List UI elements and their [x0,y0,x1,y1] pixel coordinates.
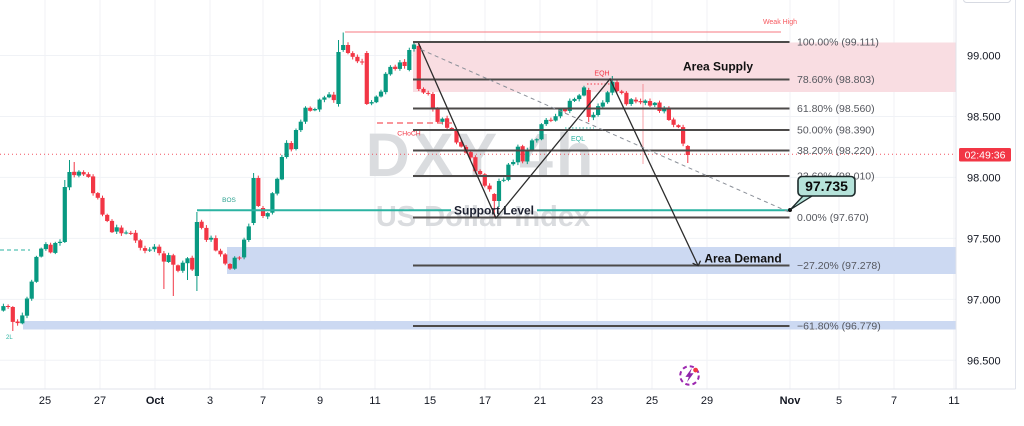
svg-text:3: 3 [207,395,213,407]
svg-text:98.000: 98.000 [967,172,1001,184]
svg-text:25: 25 [39,395,51,407]
svg-text:78.60% (98.803): 78.60% (98.803) [797,74,875,86]
svg-text:29: 29 [701,395,713,407]
svg-text:Weak High: Weak High [763,19,797,26]
svg-text:7: 7 [260,395,266,407]
svg-text:−27.20% (97.278): −27.20% (97.278) [797,260,881,272]
svg-text:50.00% (98.390): 50.00% (98.390) [797,125,875,137]
svg-text:11: 11 [369,395,380,407]
svg-text:−61.80% (96.779): −61.80% (96.779) [797,321,881,333]
svg-text:CHoCH: CHoCH [397,131,421,138]
svg-text:97.000: 97.000 [967,294,1001,306]
svg-text:0.00% (97.670): 0.00% (97.670) [797,212,869,224]
svg-text:EQH: EQH [594,71,609,78]
svg-text:Nov: Nov [780,395,802,407]
svg-text:61.80% (98.560): 61.80% (98.560) [797,103,875,115]
svg-text:DXY 4h: DXY 4h [366,121,596,189]
svg-text:97.735: 97.735 [805,178,848,194]
svg-text:2L: 2L [6,335,13,341]
svg-text:96.500: 96.500 [967,355,1001,367]
svg-text:Oct: Oct [146,395,165,407]
svg-text:23: 23 [591,395,603,407]
svg-text:11: 11 [948,395,959,407]
svg-text:15: 15 [424,395,436,407]
svg-text:7: 7 [891,395,897,407]
svg-text:99.000: 99.000 [967,51,1001,63]
svg-text:Area Supply: Area Supply [683,60,753,74]
svg-text:BOS: BOS [222,197,236,204]
svg-text:21: 21 [534,395,546,407]
svg-text:EQL: EQL [571,136,585,143]
svg-text:5: 5 [836,395,842,407]
svg-text:9: 9 [317,395,323,407]
svg-text:38.20% (98.220): 38.20% (98.220) [797,145,875,157]
svg-text:98.500: 98.500 [967,112,1001,124]
svg-text:17: 17 [479,395,491,407]
svg-text:Support Level: Support Level [454,204,534,218]
svg-text:27: 27 [94,395,106,407]
svg-text:97.500: 97.500 [967,233,1001,245]
svg-text:25: 25 [646,395,658,407]
svg-text:100.00% (99.111): 100.00% (99.111) [797,37,879,49]
svg-text:02:49:36: 02:49:36 [965,149,1006,161]
svg-text:Area Demand: Area Demand [704,252,781,266]
